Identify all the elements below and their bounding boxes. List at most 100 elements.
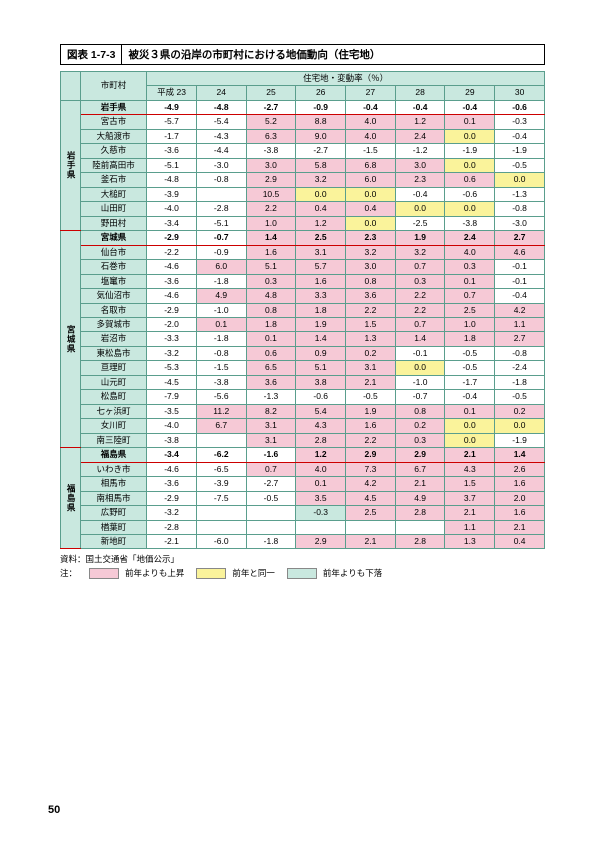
value-cell: 0.0 (495, 173, 545, 187)
value-cell: -0.7 (196, 231, 246, 245)
value-cell: 2.2 (246, 202, 296, 216)
municipality-label: いわき市 (80, 462, 146, 476)
value-cell: -0.9 (296, 100, 346, 114)
value-cell: -0.1 (495, 274, 545, 288)
table-row: 気仙沼市-4.64.94.83.33.62.20.7-0.4 (61, 289, 545, 303)
value-cell: -1.3 (495, 187, 545, 201)
value-cell: 1.0 (246, 216, 296, 230)
municipality-label: 新地町 (80, 535, 146, 549)
value-cell: -4.8 (196, 100, 246, 114)
value-cell: 0.1 (445, 404, 495, 418)
municipality-label: 松島町 (80, 390, 146, 404)
value-cell: 3.1 (346, 361, 396, 375)
value-cell: 2.4 (445, 231, 495, 245)
value-cell: 2.2 (395, 289, 445, 303)
municipality-label: 東松島市 (80, 346, 146, 360)
prefecture-label: 岩手県 (61, 100, 81, 230)
value-cell: -5.3 (147, 361, 197, 375)
value-cell: 2.2 (395, 303, 445, 317)
value-cell: -1.5 (346, 144, 396, 158)
municipality-label: 陸前高田市 (80, 158, 146, 172)
value-cell: -3.8 (147, 433, 197, 447)
value-cell: -3.2 (147, 506, 197, 520)
value-cell: 2.8 (395, 506, 445, 520)
prefecture-label: 宮城県 (61, 231, 81, 448)
value-cell: 5.8 (296, 158, 346, 172)
value-cell: -2.9 (147, 231, 197, 245)
value-cell: -4.6 (147, 462, 197, 476)
municipality-label: 大船渡市 (80, 129, 146, 143)
value-cell: 3.0 (346, 260, 396, 274)
municipality-label: 釜石市 (80, 173, 146, 187)
col-year: 26 (296, 86, 346, 100)
value-cell: -0.4 (346, 100, 396, 114)
value-cell: -0.5 (445, 346, 495, 360)
value-cell: 2.8 (296, 433, 346, 447)
value-cell: 1.6 (346, 419, 396, 433)
municipality-label: 塩竃市 (80, 274, 146, 288)
table-body: 岩手県岩手県-4.9-4.8-2.7-0.9-0.4-0.4-0.4-0.6宮古… (61, 100, 545, 549)
value-cell: -0.5 (495, 158, 545, 172)
value-cell: 2.9 (346, 448, 396, 462)
value-cell: 3.0 (246, 158, 296, 172)
value-cell: 6.3 (246, 129, 296, 143)
value-cell: -0.3 (296, 506, 346, 520)
value-cell: 1.4 (296, 332, 346, 346)
value-cell: -2.8 (147, 520, 197, 534)
value-cell: 3.2 (395, 245, 445, 259)
legend-same: 前年と同一 (232, 567, 275, 579)
value-cell: 4.3 (296, 419, 346, 433)
value-cell: -1.8 (495, 375, 545, 389)
value-cell: 3.2 (346, 245, 396, 259)
value-cell: -0.5 (445, 361, 495, 375)
value-cell: -6.5 (196, 462, 246, 476)
value-cell: 0.8 (246, 303, 296, 317)
municipality-label: 多賀城市 (80, 317, 146, 331)
value-cell (246, 520, 296, 534)
value-cell: 11.2 (196, 404, 246, 418)
table-row: 塩竃市-3.6-1.80.31.60.80.30.1-0.1 (61, 274, 545, 288)
value-cell: 1.6 (296, 274, 346, 288)
value-cell: 2.1 (346, 375, 396, 389)
value-cell: 6.5 (246, 361, 296, 375)
value-cell: -3.0 (495, 216, 545, 230)
value-cell: 1.5 (346, 317, 396, 331)
value-cell: -2.9 (147, 491, 197, 505)
value-cell: 4.0 (346, 129, 396, 143)
value-cell: 0.0 (445, 433, 495, 447)
value-cell: 5.4 (296, 404, 346, 418)
value-cell: 0.7 (395, 260, 445, 274)
value-cell: -2.9 (147, 303, 197, 317)
table-row: 女川町-4.06.73.14.31.60.20.00.0 (61, 419, 545, 433)
value-cell: -3.2 (147, 346, 197, 360)
value-cell: 0.3 (246, 274, 296, 288)
value-cell: -3.9 (196, 477, 246, 491)
value-cell: 1.0 (445, 317, 495, 331)
value-cell: 0.0 (346, 216, 396, 230)
value-cell: 0.8 (395, 404, 445, 418)
legend-label: 注： (60, 567, 77, 579)
municipality-label: 野田村 (80, 216, 146, 230)
municipality-label: 久慈市 (80, 144, 146, 158)
value-cell: -3.8 (246, 144, 296, 158)
municipality-label: 楢葉町 (80, 520, 146, 534)
municipality-label: 南三陸町 (80, 433, 146, 447)
value-cell: 0.2 (395, 419, 445, 433)
value-cell: 3.1 (246, 419, 296, 433)
value-cell: 2.7 (495, 231, 545, 245)
table-row: 南相馬市-2.9-7.5-0.53.54.54.93.72.0 (61, 491, 545, 505)
value-cell: 0.0 (445, 419, 495, 433)
value-cell: 0.7 (445, 289, 495, 303)
value-cell: 2.4 (395, 129, 445, 143)
legend-down: 前年よりも下落 (323, 567, 382, 579)
value-cell: -1.3 (246, 390, 296, 404)
table-row: 名取市-2.9-1.00.81.82.22.22.54.2 (61, 303, 545, 317)
value-cell: 0.0 (445, 158, 495, 172)
table-row: 陸前高田市-5.1-3.03.05.86.83.00.0-0.5 (61, 158, 545, 172)
col-municipality: 市町村 (80, 72, 146, 101)
value-cell: 1.9 (346, 404, 396, 418)
table-row: 久慈市-3.6-4.4-3.8-2.7-1.5-1.2-1.9-1.9 (61, 144, 545, 158)
value-cell: 0.1 (445, 274, 495, 288)
value-cell: -5.7 (147, 115, 197, 129)
col-year: 27 (346, 86, 396, 100)
